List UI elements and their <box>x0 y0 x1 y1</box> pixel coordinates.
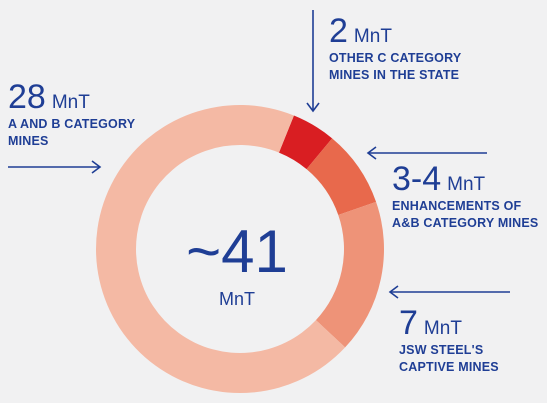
donut-slices <box>96 104 384 394</box>
value-jsw: 7 <box>399 304 418 342</box>
slice-ab <box>96 104 346 394</box>
arrow-other-c-head <box>306 102 320 113</box>
value-ab: 28 <box>8 78 46 116</box>
value-other-c: 2 <box>329 12 348 50</box>
unit-enhancements: MnT <box>447 174 486 195</box>
desc-other-c-line2: MINES IN THE STATE <box>329 68 460 82</box>
arrow-ab-head <box>91 160 102 174</box>
unit-ab: MnT <box>51 92 90 113</box>
unit-other-c: MnT <box>353 26 392 47</box>
desc-jsw-line1: JSW STEEL'S <box>399 343 484 357</box>
desc-ab-line1: A AND B CATEGORY <box>8 117 136 131</box>
label-ab: 28 MnT A AND B CATEGORY MINES <box>8 80 135 150</box>
total-unit: MnT <box>219 289 255 309</box>
arrow-jsw-head <box>388 285 399 299</box>
desc-ab-line2: MINES <box>8 134 49 148</box>
arrow-enhancements-head <box>366 146 377 160</box>
slice-other-c <box>278 115 333 170</box>
label-other-c: 2 MnT OTHER C CATEGORY MINES IN THE STATE <box>329 14 461 84</box>
slice-jsw <box>315 201 384 348</box>
desc-enhancements-line1: ENHANCEMENTS OF <box>392 199 522 213</box>
label-enhancements: 3-4 MnT ENHANCEMENTS OF A&B CATEGORY MINE… <box>392 162 538 232</box>
unit-jsw: MnT <box>423 318 462 339</box>
slice-enhancements <box>306 138 377 215</box>
label-jsw: 7 MnT JSW STEEL'S CAPTIVE MINES <box>399 306 499 376</box>
value-enhancements: 3-4 <box>392 160 442 198</box>
desc-enhancements-line2: A&B CATEGORY MINES <box>392 216 539 230</box>
desc-other-c-line1: OTHER C CATEGORY <box>329 51 462 65</box>
callout-arrows <box>8 10 510 299</box>
total-value: ~41 <box>186 218 288 285</box>
desc-jsw-line2: CAPTIVE MINES <box>399 360 499 374</box>
